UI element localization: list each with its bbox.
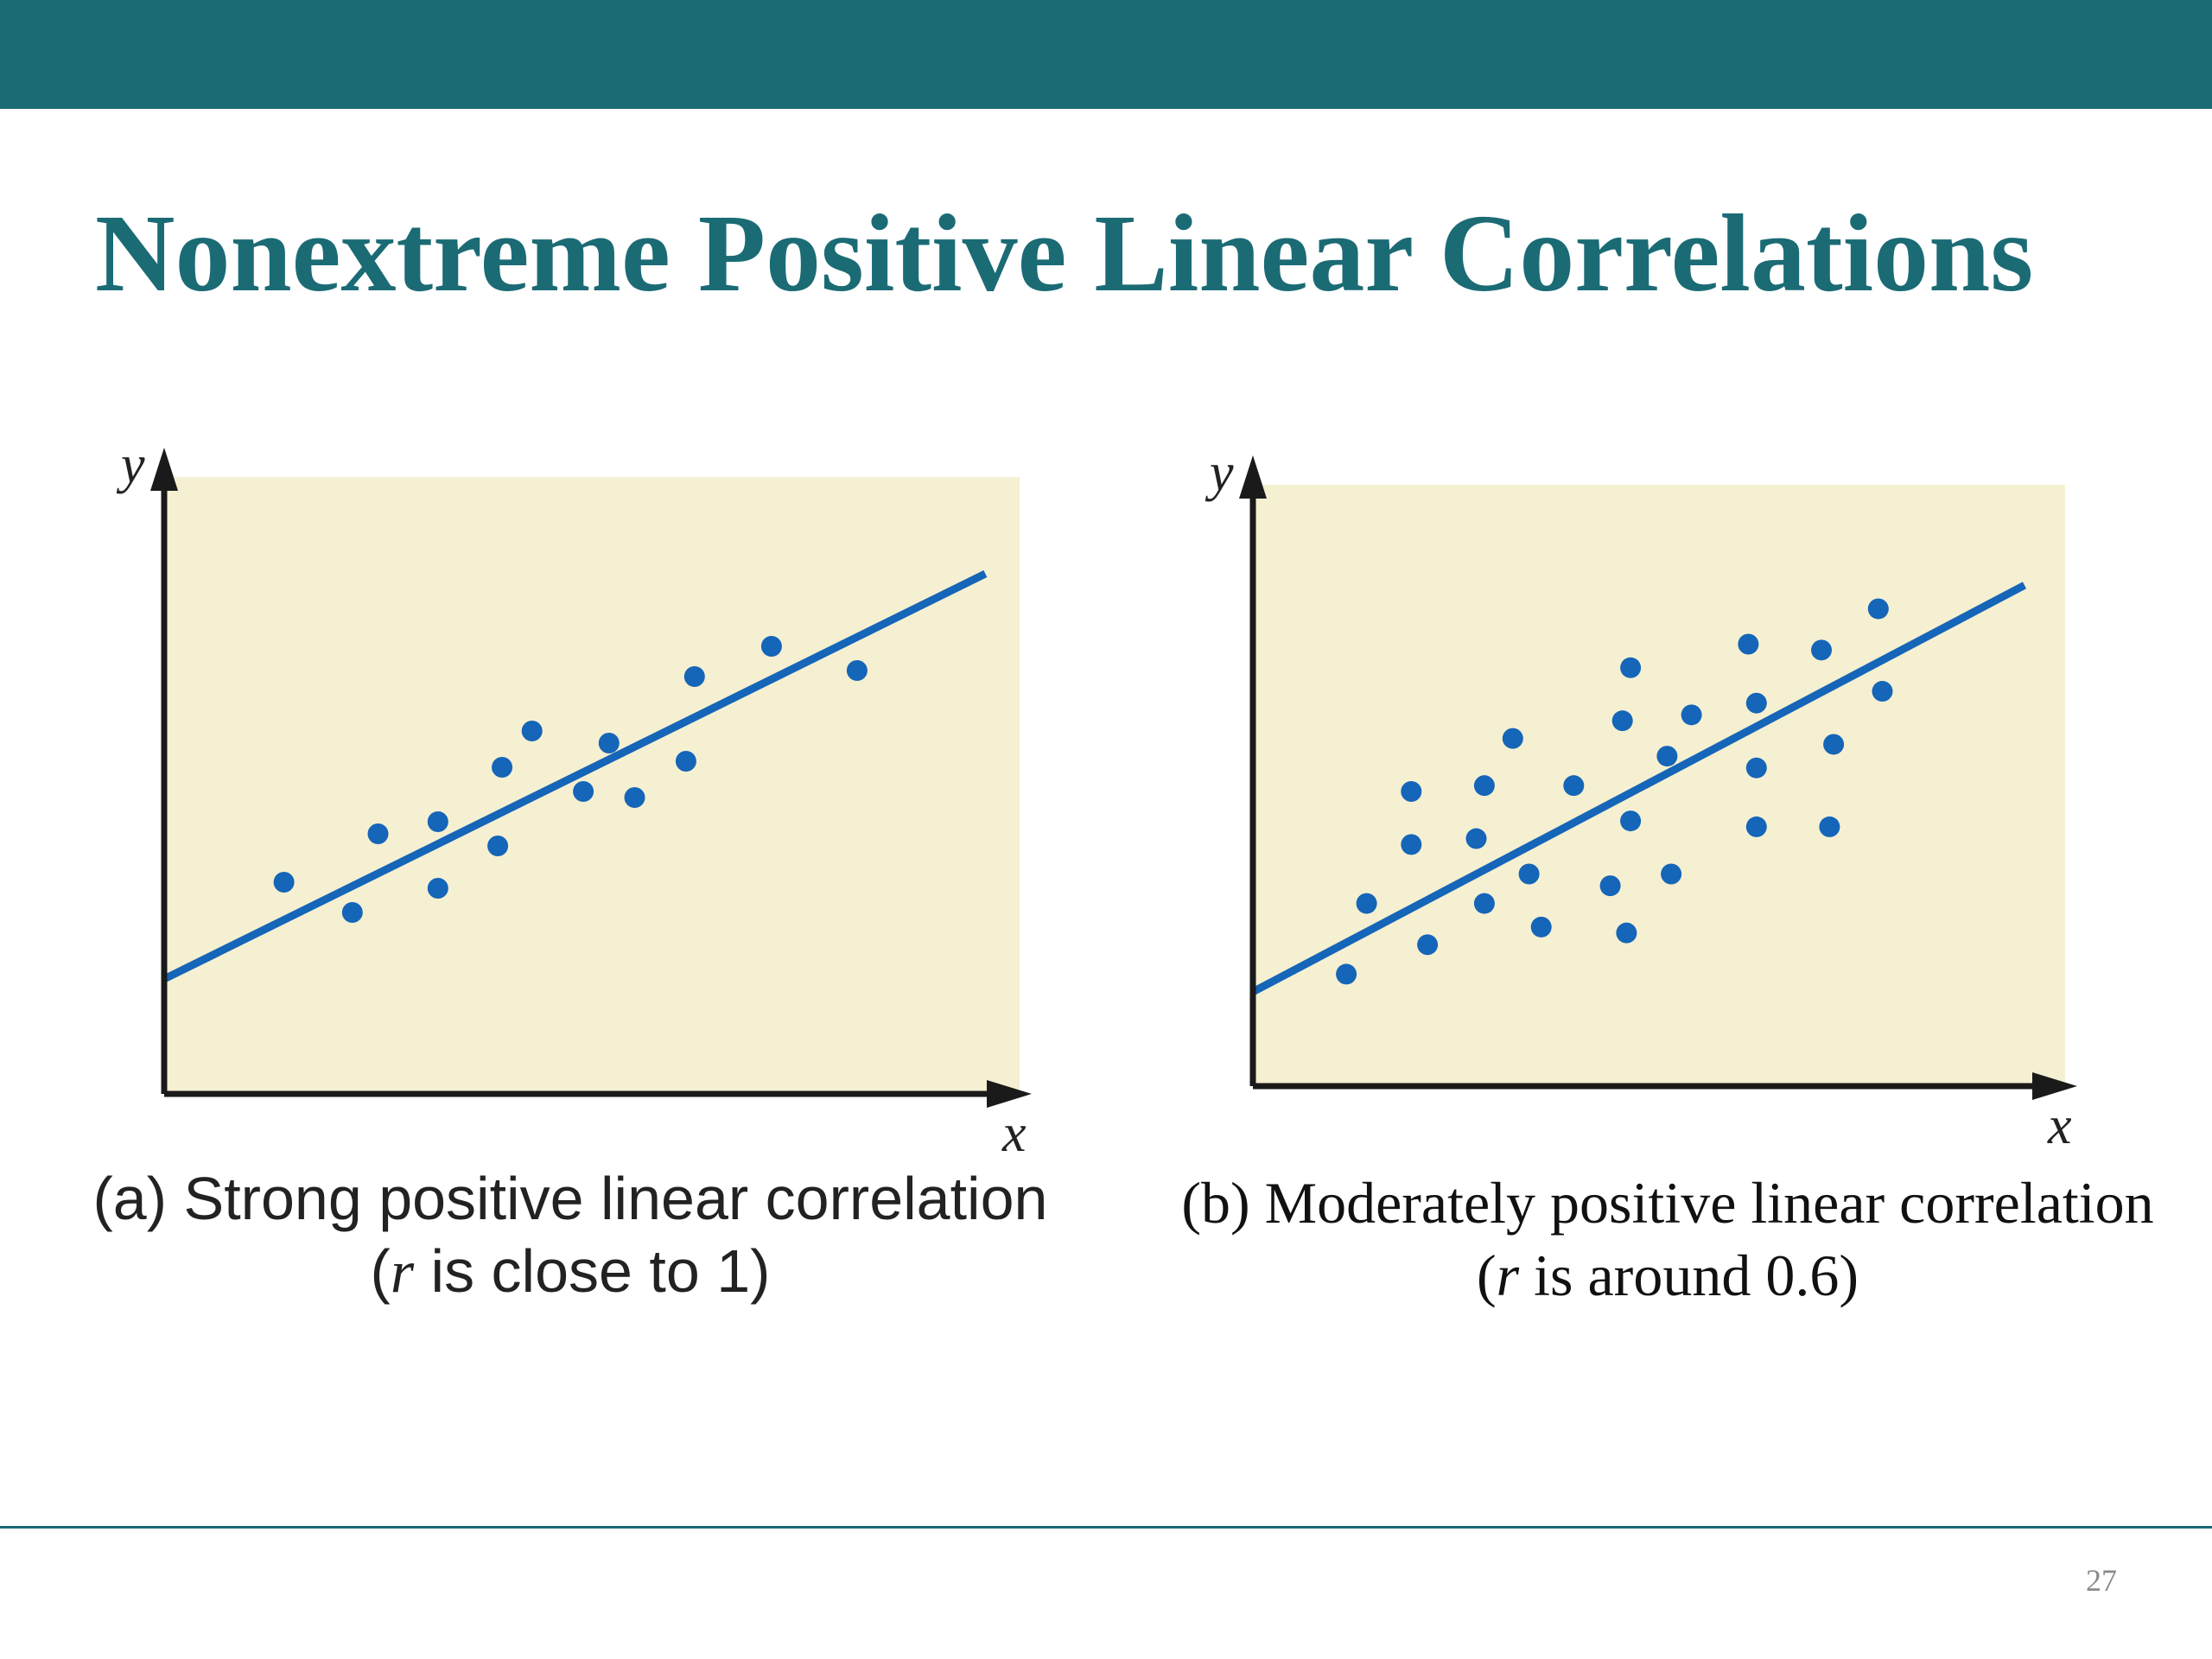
data-point-b (1417, 934, 1439, 956)
data-point-b (1473, 893, 1495, 914)
data-point-b (1745, 692, 1767, 714)
data-point-b (1745, 757, 1767, 779)
data-point-b (1620, 657, 1642, 678)
caption-a-open: ( (370, 1237, 391, 1305)
data-point-b (1502, 728, 1523, 749)
data-point-b (1823, 734, 1845, 755)
plot-area-b (1253, 485, 2065, 1086)
data-point-a (683, 666, 705, 687)
caption-a-line2: (r is close to 1) (35, 1235, 1106, 1309)
x-axis-label-b: x (2047, 1096, 2072, 1155)
caption-b-line2: (r is around 0.6) (1132, 1239, 2203, 1312)
page-number: 27 (2086, 1563, 2117, 1598)
data-point-b (1530, 916, 1552, 938)
data-point-a (492, 757, 513, 778)
data-point-b (1563, 775, 1585, 797)
caption-b-label: (b) (1181, 1170, 1250, 1236)
data-point-a (573, 781, 594, 802)
data-point-b (1872, 681, 1893, 702)
data-point-b (1656, 746, 1678, 767)
data-point-b (1599, 875, 1621, 897)
caption-a-line1: (a) Strong positive linear correlation (35, 1162, 1106, 1235)
data-point-a (273, 872, 295, 893)
y-axis-arrow-b (1239, 455, 1267, 499)
data-point-b (1336, 963, 1357, 985)
data-point-a (487, 836, 509, 856)
plot-area-a (164, 477, 1020, 1094)
data-point-b (1681, 704, 1702, 726)
caption-a-label: (a) (92, 1165, 168, 1232)
trendline-a (162, 569, 988, 983)
y-axis-label-b: y (1205, 443, 1234, 502)
caption-b-var: r (1496, 1243, 1520, 1308)
data-point-a (598, 733, 620, 753)
data-point-a (427, 811, 448, 832)
data-point-b (1661, 863, 1682, 885)
x-axis-arrow-b (2032, 1072, 2077, 1100)
data-point-b (1465, 828, 1487, 849)
data-point-b (1867, 598, 1889, 620)
data-point-a (760, 636, 782, 657)
y-axis-arrow-a (150, 448, 178, 491)
caption-a-text: Strong positive linear correlation (167, 1165, 1048, 1232)
data-point-b (1518, 863, 1540, 885)
slide-title: Nonextreme Positive Linear Correlations (95, 192, 2034, 315)
x-axis-arrow-a (987, 1080, 1032, 1108)
caption-b: (b) Moderately positive linear correlati… (1132, 1166, 2203, 1312)
data-point-b (1745, 816, 1767, 837)
caption-b-rest: is around 0.6) (1519, 1243, 1859, 1308)
data-point-b (1611, 710, 1633, 732)
data-point-b (1738, 633, 1759, 655)
data-point-b (1616, 922, 1637, 944)
data-point-b (1356, 893, 1377, 914)
data-point-a (846, 660, 868, 681)
top-banner (0, 0, 2212, 109)
y-axis-label-a: y (116, 435, 145, 494)
data-point-a (521, 721, 543, 741)
data-point-b (1819, 816, 1840, 837)
caption-b-text: Moderately positive linear correlation (1249, 1170, 2154, 1236)
trendline-b (1250, 582, 2027, 995)
caption-a-rest: is close to 1) (414, 1237, 771, 1305)
caption-b-open: ( (1477, 1243, 1497, 1308)
scatter-chart-b: yx (1205, 443, 2077, 1155)
data-point-b (1401, 834, 1422, 855)
caption-a-var: r (390, 1239, 415, 1306)
data-point-a (675, 751, 696, 772)
data-point-b (1620, 810, 1642, 832)
caption-b-line1: (b) Moderately positive linear correlati… (1132, 1166, 2203, 1239)
scatter-chart-a: yx (116, 435, 1032, 1163)
data-point-b (1401, 781, 1422, 802)
bottom-divider (0, 1526, 2212, 1529)
data-point-b (1811, 639, 1832, 661)
caption-a: (a) Strong positive linear correlation (… (35, 1162, 1106, 1309)
data-point-a (341, 902, 363, 923)
data-point-b (1473, 775, 1495, 797)
x-axis-label-a: x (1001, 1104, 1027, 1163)
data-point-a (624, 787, 645, 808)
data-point-a (427, 878, 448, 899)
data-point-a (367, 823, 389, 844)
